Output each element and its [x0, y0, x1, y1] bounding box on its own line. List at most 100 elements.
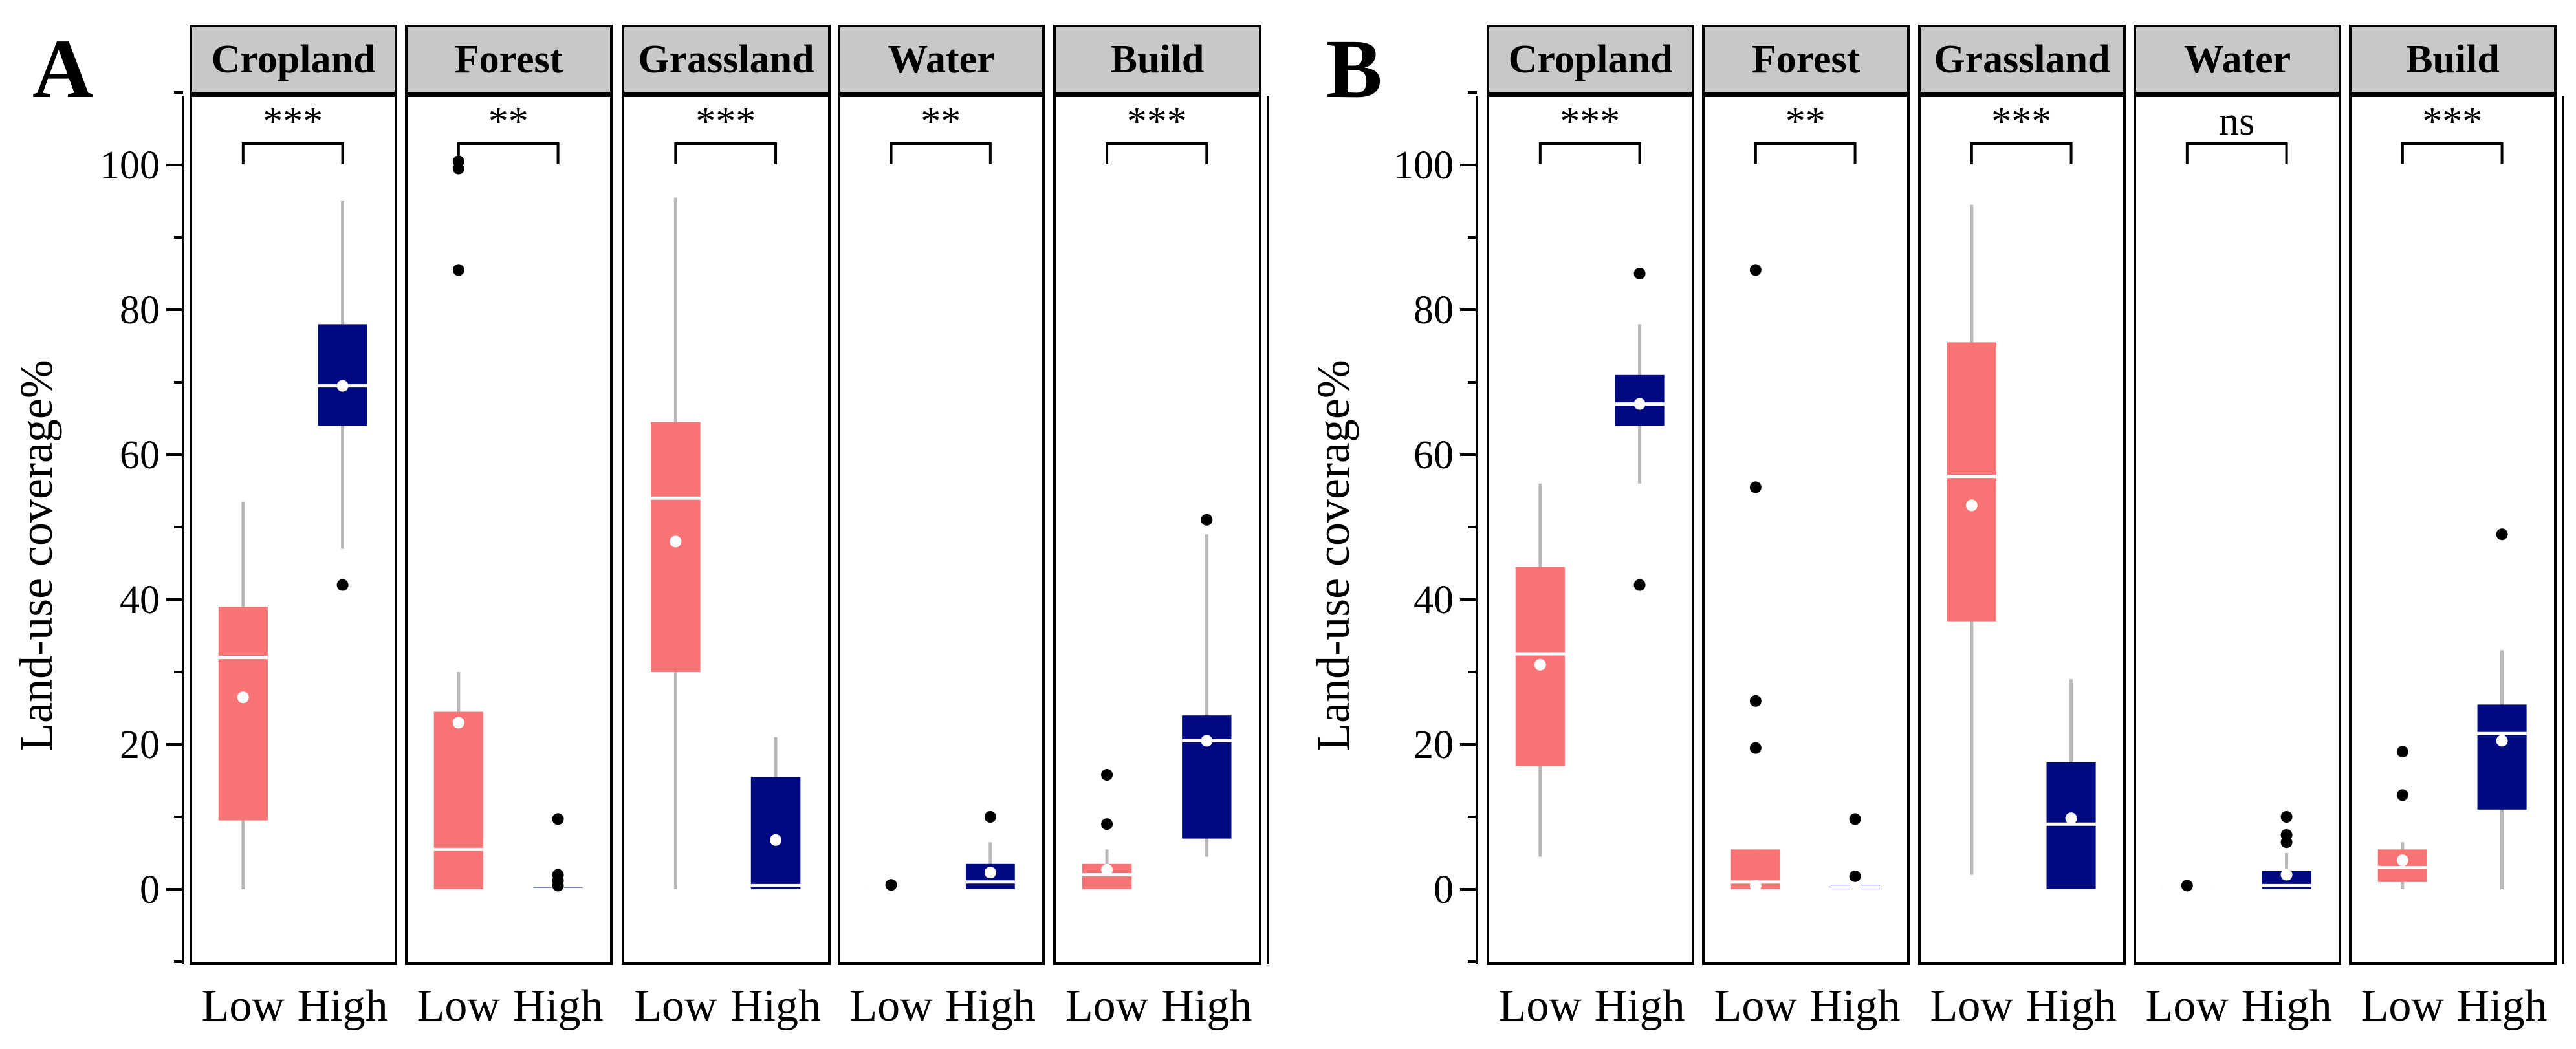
box-low: Low: [1930, 204, 2014, 1031]
facet-frame: [838, 94, 1045, 965]
significance-bracket: [457, 142, 560, 164]
y-tick-label: 0: [1434, 868, 1454, 912]
facet-grassland: Grassland***Low High: [1918, 25, 2126, 1031]
box-high: High: [2457, 528, 2548, 1031]
box-body: [1182, 715, 1232, 839]
facet-strip: [1487, 25, 1694, 94]
facet-frame: [405, 94, 613, 965]
mean-point: [336, 380, 349, 392]
x-group-label: High: [730, 981, 821, 1031]
box-high: High: [298, 201, 388, 1031]
facet-strip: [622, 25, 831, 94]
mean-point: [1101, 863, 1113, 876]
facet-strip-label: Grassland: [638, 38, 814, 81]
outlier-point: [1633, 268, 1646, 279]
significance-bracket: [2185, 142, 2288, 164]
facet-frame: [2349, 94, 2557, 965]
facet-frame: [1487, 94, 1694, 965]
outlier-point: [1749, 481, 1762, 493]
outlier-point: [885, 879, 897, 891]
facet-grassland: Grassland***Low High: [622, 25, 831, 1031]
x-group-label: High: [1810, 981, 1901, 1031]
outlier-point: [1749, 264, 1762, 276]
y-tick-label: 40: [120, 578, 160, 622]
facet-strip-label: Cropland: [212, 38, 376, 81]
x-group-label: Low: [634, 981, 717, 1031]
y-axis-title: Land-use coverage%: [1307, 360, 1359, 752]
x-group-label: High: [2242, 981, 2332, 1031]
facet-forest: Forest ** Low High: [405, 25, 613, 1031]
facet-frame: [1053, 94, 1261, 965]
x-group-label: High: [1595, 981, 1685, 1031]
facet-frame: [1702, 94, 1910, 965]
facet-strip-label: Water: [888, 38, 994, 81]
facet-cropland: Cropland *** Low High: [190, 25, 397, 1031]
facet-strip: [190, 25, 397, 94]
facet-strip: [2349, 25, 2557, 94]
box-high: High: [2242, 811, 2332, 1031]
facet-frame: [190, 94, 397, 965]
box-low: Low: [849, 879, 933, 1031]
x-group-label: Low: [1930, 981, 2014, 1031]
facet-strip: [405, 25, 613, 94]
facet-water: Water ** Low High: [838, 25, 1045, 1031]
x-group-label: Low: [202, 981, 285, 1031]
x-group-label: High: [1161, 981, 1252, 1031]
outlier-point: [2396, 746, 2408, 758]
box-low: Low: [202, 501, 285, 1031]
facet-cropland: Cropland *** Low High: [1487, 25, 1694, 1031]
box-high: High: [1595, 268, 1685, 1031]
outlier-point: [452, 155, 464, 168]
box-high: High: [513, 813, 604, 1031]
mean-point: [452, 717, 464, 729]
box-low: Low: [2146, 880, 2229, 1031]
significance-bracket: [2401, 142, 2504, 164]
y-tick-label: 20: [1414, 723, 1454, 767]
y-axis-title: Land-use coverage%: [10, 360, 62, 752]
facet-frame: [1918, 94, 2126, 965]
outlier-point: [2396, 789, 2408, 801]
significance-bracket: [1970, 142, 2073, 164]
box-low: Low: [417, 155, 500, 1031]
facet-strip: [838, 25, 1045, 94]
y-tick-label: 60: [120, 433, 160, 477]
box-high: High: [2026, 679, 2117, 1031]
box-body: [433, 711, 483, 889]
outlier-point: [336, 579, 349, 591]
y-tick-label: 40: [1414, 578, 1454, 622]
outlier-point: [1749, 742, 1762, 754]
significance-bracket: [890, 142, 992, 164]
box-body: [318, 324, 367, 426]
panel-B: B Land-use coverage% 0 20 40 60 80 100 Cropland *…: [1307, 23, 2564, 1031]
x-group-label: High: [513, 981, 604, 1031]
outlier-point: [1633, 579, 1646, 591]
box-body: [2046, 762, 2096, 889]
mean-point: [1965, 499, 1978, 512]
mean-point: [1201, 735, 1213, 747]
outlier-point: [452, 264, 464, 276]
mean-point: [2496, 735, 2508, 747]
y-tick-label: 0: [140, 868, 160, 912]
box-low: Low: [1499, 483, 1582, 1031]
x-group-label: Low: [1714, 981, 1798, 1031]
mean-point: [237, 691, 249, 704]
x-group-label: Low: [1499, 981, 1582, 1031]
significance-label: ***: [1560, 100, 1620, 144]
significance-label: **: [1785, 100, 1826, 144]
box-body: [2477, 704, 2527, 810]
mean-point: [670, 535, 682, 548]
facet-strip: [1053, 25, 1261, 94]
outlier-point: [2496, 528, 2508, 541]
facet-strip-label: Build: [2406, 38, 2500, 81]
facet-strip-label: Build: [1111, 38, 1205, 81]
outlier-point: [1101, 769, 1113, 781]
outlier-point: [552, 813, 564, 825]
outlier-point: [552, 869, 564, 881]
facet-strip: [1702, 25, 1910, 94]
y-tick-label: 100: [100, 144, 160, 188]
facet-strip: [2134, 25, 2341, 94]
facet-water: Water ns Low High: [2134, 25, 2341, 1031]
facet-strip-label: Grassland: [1934, 38, 2110, 81]
facet-strip: [1918, 25, 2126, 94]
